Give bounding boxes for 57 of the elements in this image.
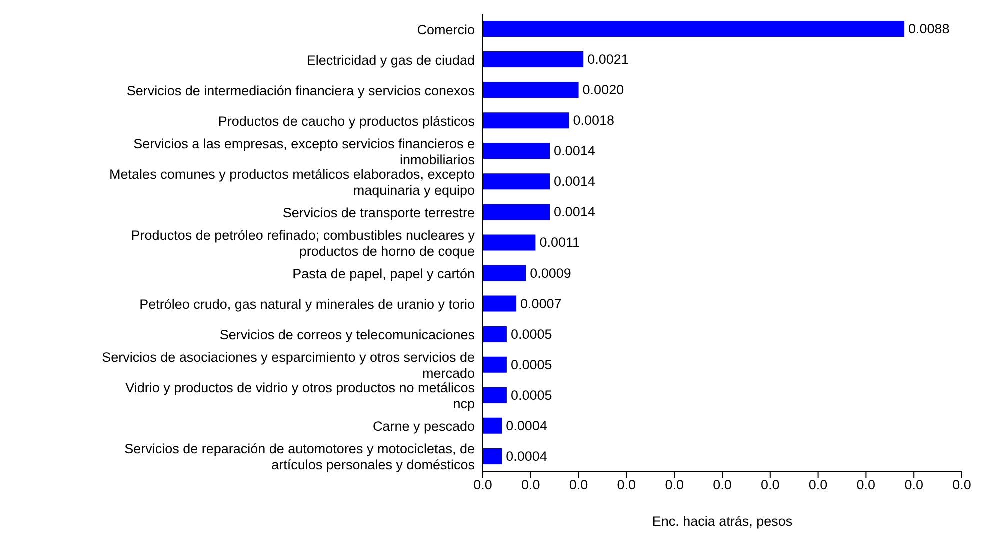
y-tick-label: Electricidad y gas de ciudad [306, 52, 475, 68]
bar [483, 418, 502, 434]
y-tick-label: Servicios de correos y telecomunicaciones [220, 327, 476, 342]
y-tick-label: Comercio [417, 22, 475, 37]
data-label: 0.0004 [506, 448, 548, 464]
bar [483, 52, 584, 68]
bar [483, 387, 507, 404]
bar [483, 296, 517, 312]
data-label: 0.0005 [510, 326, 552, 342]
data-label: 0.0014 [554, 204, 596, 220]
y-tick-label: Pasta de papel, papel y cartón [292, 266, 475, 282]
bar [483, 326, 507, 342]
y-tick-label: Servicios de transporte terrestre [282, 204, 475, 220]
data-label: 0.0007 [520, 296, 562, 312]
data-label: 0.0011 [540, 235, 580, 250]
data-label: 0.0005 [510, 388, 552, 403]
y-tick-label: Carne y pescado [372, 418, 475, 434]
x-tick-label: 0.0 [569, 478, 588, 493]
data-label: 0.0009 [530, 266, 572, 281]
y-tick-label: Petróleo crudo, gas natural y minerales de uranio y torio [140, 296, 475, 312]
x-tick-label: 0.0 [952, 478, 972, 493]
bar [483, 234, 536, 251]
data-label: 0.0014 [554, 144, 596, 159]
bar [483, 265, 526, 282]
bar [483, 82, 579, 98]
data-label: 0.0004 [506, 418, 548, 434]
bar [483, 174, 550, 190]
x-tick-label: 0.0 [522, 478, 540, 493]
data-label: 0.0021 [588, 52, 629, 68]
y-tick-label: Servicios de asociaciones y esparcimiento y otros servicios de mercado [102, 350, 475, 381]
x-tick-label: 0.0 [808, 478, 828, 493]
x-tick-label: 0.0 [617, 478, 636, 493]
bar [483, 112, 570, 129]
y-tick-label: Vidrio y productos de vidrio y otros productos no metálicos ncp [126, 380, 476, 412]
y-tick-label: Servicios de intermediación financiera y servicios conexos [126, 82, 476, 98]
bar [483, 448, 502, 464]
bar [483, 204, 550, 220]
y-tick-label: Servicios a las empresas, excepto servicios financieros e inmobiliarios [134, 136, 476, 167]
x-tick-label: 0.0 [713, 478, 732, 493]
bar [483, 356, 507, 373]
data-label: 0.0088 [908, 22, 950, 36]
x-tick-label: 0.0 [856, 478, 876, 493]
y-tick-label: Servicios de reparación de automotores y motocicletas, de artículos personales y domésticos [124, 441, 476, 472]
y-tick-label: Metales comunes y productos metálicos elaborados, excepto maquinaria y equipo [110, 166, 475, 198]
x-tick-label: 0.0 [761, 478, 780, 493]
x-tick-label: 0.0 [474, 478, 492, 493]
x-tick-label: 0.0 [665, 478, 684, 493]
data-label: 0.0018 [573, 113, 615, 128]
x-axis-title: Enc. hacia atrás, pesos [652, 514, 793, 529]
y-tick-label: Productos de caucho y productos plásticos [218, 113, 476, 128]
y-tick-label: Productos de petróleo refinado; combustibles nucleares y productos de horno de coque [131, 228, 476, 258]
bar [483, 21, 905, 37]
data-label: 0.0005 [510, 357, 552, 372]
data-label: 0.0014 [554, 174, 596, 190]
bar [483, 143, 550, 160]
data-label: 0.0020 [582, 82, 624, 98]
x-tick-label: 0.0 [904, 478, 924, 493]
